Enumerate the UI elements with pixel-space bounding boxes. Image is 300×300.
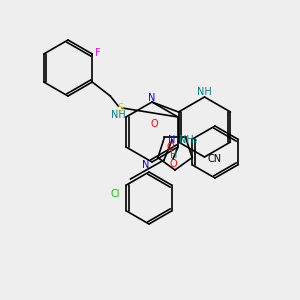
Text: CN: CN [207, 154, 222, 164]
Text: Cl: Cl [110, 189, 120, 199]
Text: N: N [168, 135, 176, 145]
Text: NH: NH [111, 110, 125, 120]
Text: S: S [117, 103, 123, 113]
Text: H: H [170, 150, 178, 160]
Text: NH₂: NH₂ [179, 135, 198, 145]
Text: O: O [169, 159, 177, 169]
Text: N: N [148, 93, 156, 103]
Text: F: F [95, 48, 101, 58]
Text: O: O [166, 142, 174, 152]
Text: O: O [150, 119, 158, 129]
Text: N: N [142, 160, 150, 170]
Text: NH: NH [197, 87, 212, 97]
